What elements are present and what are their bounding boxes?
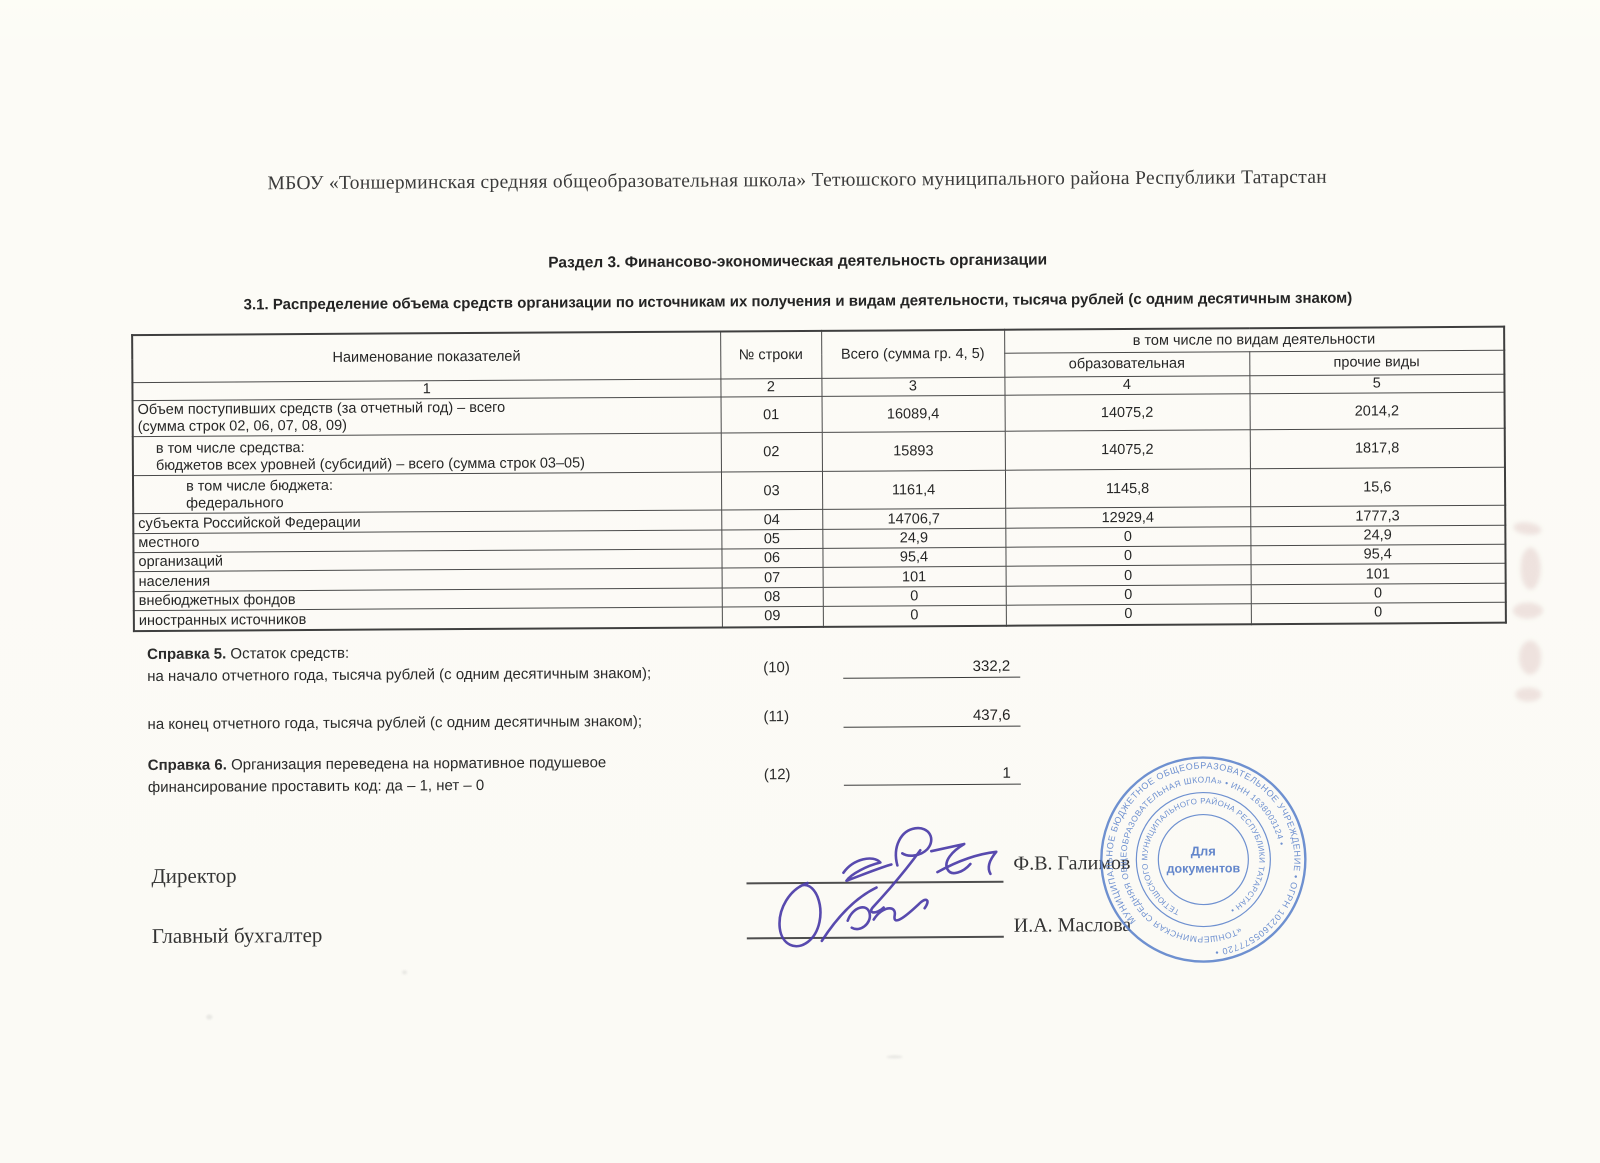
scan-smudge [206,1014,213,1020]
note5-line10-text: на начало отчетного года, тысяча рублей … [147,664,652,685]
cell-edu: 14075,2 [1004,429,1250,471]
header-col-other: прочие виды [1249,350,1505,376]
cell-edu: 0 [1005,584,1251,606]
cell-edu: 0 [1005,603,1251,626]
cell-edu: 0 [1005,545,1251,567]
stamp-ring-middle-text: «ТОНШЕРМИНСКАЯ СРЕДНЯЯ ОБЩЕОБРАЗОВАТЕЛЬН… [1094,750,1313,969]
cell-edu: 0 [1005,526,1251,548]
header-col-line-no: № строки [720,330,822,379]
cell-edu: 0 [1005,564,1251,587]
cell-other: 1777,3 [1250,505,1506,527]
note6-text1: Организация переведена на нормативное по… [226,754,607,774]
scan-smudge [1512,602,1543,619]
subsection-title: 3.1. Распределение объема средств органи… [243,289,1353,314]
line11-value-field: 437,6 [843,704,1021,728]
cell-other: 1817,8 [1249,428,1505,469]
header-col-name: Наименование показателей [132,331,721,383]
section-title: Раздел 3. Финансово-экономическая деятел… [548,251,1048,272]
finance-table: Наименование показателей № строки Всего … [131,325,1507,632]
org-stamp: МУНИЦИПАЛЬНОЕ БЮДЖЕТНОЕ ОБЩЕОБРАЗОВАТЕЛЬ… [1094,750,1313,969]
stamp-center-line2: документов [1167,861,1241,875]
cell-other: 95,4 [1250,544,1506,565]
col-num-5: 5 [1249,374,1505,394]
cell-edu: 14075,2 [1004,393,1250,432]
cell-line-no: 03 [720,471,823,510]
note6-label: Справка 6. [147,756,227,774]
accountant-label: Главный бухгалтер [151,922,323,948]
col-num-3: 3 [821,377,1005,397]
cell-other: 0 [1250,602,1506,624]
cell-edu: 1145,8 [1004,468,1251,509]
director-signature-line [746,880,1004,885]
cell-edu: 12929,4 [1005,506,1251,529]
cell-other: 0 [1250,583,1506,604]
cell-line-no: 09 [721,606,823,627]
col-num-4: 4 [1004,375,1250,396]
accountant-signature-line [746,935,1004,940]
cell-total: 1161,4 [821,470,1006,510]
header-col-group: в том числе по видам деятельности [1004,326,1505,354]
line12-value-field: 1 [843,762,1021,786]
org-title: МБОУ «Тоншерминская средняя общеобразова… [267,166,1328,195]
cell-line-no: 02 [720,432,822,472]
line10-number: (10) [763,659,790,677]
director-signature-ink [842,826,998,914]
cell-total: 95,4 [822,547,1006,568]
line11-number: (11) [763,708,790,726]
note5-heading: Справка 5. Остаток средств: [147,644,349,664]
cell-other: 2014,2 [1249,392,1505,430]
cell-total: 24,9 [822,528,1006,549]
stamp-center-line1: Для [1191,843,1216,858]
scan-smudge [1519,640,1542,675]
cell-line-no: 06 [721,548,823,568]
row-name-line: иностранных источников [133,606,722,631]
cell-line-no: 07 [721,567,823,588]
note6-text2: финансирование проставить код: да – 1, н… [147,776,485,796]
stamp-middle-circle [1135,791,1271,928]
cell-line-no: 01 [720,396,822,433]
cell-total: 16089,4 [821,395,1005,433]
cell-other: 15,6 [1249,467,1506,507]
col-num-2: 2 [720,378,822,397]
scan-smudge [1515,687,1542,702]
scan-smudge [402,970,408,975]
scan-smudge [1520,547,1541,590]
stamp-outer-circle [1100,756,1307,963]
header-col-total: Всего (сумма гр. 4, 5) [821,329,1005,379]
line10-value-field: 332,2 [843,655,1021,679]
line12-number: (12) [763,766,791,784]
cell-total: 101 [822,566,1006,588]
cell-total: 0 [822,586,1006,607]
scan-smudge [886,1055,903,1059]
cell-other: 101 [1250,563,1506,585]
cell-total: 15893 [821,431,1005,472]
cell-line-no: 05 [721,529,823,549]
cell-total: 14706,7 [822,508,1006,530]
cell-other: 24,9 [1250,525,1506,546]
cell-line-no: 08 [721,587,823,607]
header-col-edu: образовательная [1004,351,1250,378]
scan-smudge [1512,520,1543,537]
note5-label: Справка 5. [147,645,227,663]
cell-line-no: 04 [721,509,823,530]
stamp-inner-circle [1157,813,1249,906]
note6-heading: Справка 6. Организация переведена на нор… [148,753,607,775]
cell-total: 0 [822,605,1006,627]
director-label: Директор [151,863,237,888]
note5-line11-text: на конец отчетного года, тысяча рублей (… [147,712,643,733]
note5-title: Остаток средств: [226,644,350,663]
